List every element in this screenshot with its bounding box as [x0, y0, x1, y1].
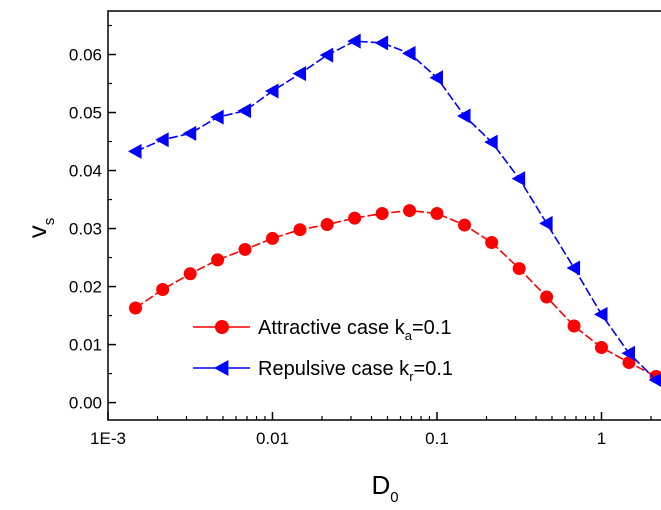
data-point — [182, 125, 197, 141]
x-tick-label: 0.01 — [256, 429, 289, 448]
legend-marker-repulsive — [214, 360, 229, 376]
y-axis-label-sub: s — [41, 218, 58, 226]
series-line — [135, 209, 657, 378]
y-tick-label: 0.06 — [69, 46, 102, 65]
data-point — [320, 217, 334, 231]
axis-ticks: 0.00 0.01 0.02 0.03 0.04 0.05 0.06 1E-3 0.01 0.1 1 — [69, 24, 652, 448]
legend: Attractive case ka=0.1 Repulsive case kr… — [193, 317, 453, 384]
data-point — [129, 301, 143, 315]
data-point — [648, 373, 661, 387]
y-tick-label: 0.02 — [69, 278, 102, 297]
data-point — [594, 340, 608, 354]
data-point — [511, 171, 526, 187]
data-point — [128, 143, 142, 159]
x-axis-label: D0 — [371, 470, 398, 506]
data-point — [238, 242, 252, 256]
series-repulsive — [128, 33, 661, 387]
x-axis-label-sub: 0 — [390, 489, 398, 506]
data-point — [429, 70, 443, 86]
data-point — [319, 47, 334, 63]
data-point — [292, 66, 307, 82]
data-point — [293, 223, 307, 237]
y-tick-label: 0.01 — [69, 336, 102, 355]
y-tick-label: 0.03 — [69, 220, 102, 239]
legend-marker-attractive — [215, 320, 229, 334]
legend-label-attractive: Attractive case ka=0.1 — [258, 317, 451, 343]
data-point — [512, 262, 526, 276]
data-point — [430, 206, 444, 220]
series-attractive — [129, 204, 661, 383]
x-tick-label: 0.1 — [425, 429, 449, 448]
plot-area-frame — [107, 10, 661, 421]
data-point — [211, 253, 225, 267]
y-tick-label: 0.00 — [69, 394, 102, 413]
data-point — [156, 282, 170, 296]
data-point — [348, 211, 362, 225]
x-tick-label: 1E-3 — [90, 429, 126, 448]
legend-item-repulsive: Repulsive case kr=0.1 — [193, 358, 453, 384]
data-point — [593, 306, 608, 322]
series-line — [135, 40, 657, 381]
series-layer — [128, 33, 661, 387]
data-point — [375, 206, 389, 220]
data-point — [484, 134, 498, 150]
data-point — [374, 35, 389, 51]
data-point — [621, 345, 636, 361]
y-axis-label: vs — [22, 218, 58, 239]
data-point — [403, 204, 417, 218]
data-point — [567, 319, 581, 333]
y-tick-label: 0.05 — [69, 104, 102, 123]
data-point — [540, 290, 554, 304]
x-tick-label: 1 — [597, 429, 606, 448]
data-point — [347, 33, 361, 49]
data-point — [237, 103, 252, 119]
data-point — [539, 215, 553, 231]
data-point — [155, 132, 169, 148]
data-point — [485, 235, 499, 249]
y-axis-label-main: v — [22, 225, 52, 238]
y-tick-label: 0.04 — [69, 162, 102, 181]
data-point — [265, 231, 279, 245]
data-point — [566, 260, 581, 276]
legend-label-repulsive: Repulsive case kr=0.1 — [258, 358, 453, 384]
data-point — [458, 218, 472, 232]
data-point — [183, 267, 197, 281]
data-point — [622, 356, 636, 370]
data-point — [402, 45, 416, 61]
legend-item-attractive: Attractive case ka=0.1 — [193, 317, 451, 343]
x-axis-label-main: D — [371, 470, 390, 500]
data-point — [264, 83, 279, 99]
data-point — [210, 109, 224, 125]
data-point — [457, 108, 471, 124]
